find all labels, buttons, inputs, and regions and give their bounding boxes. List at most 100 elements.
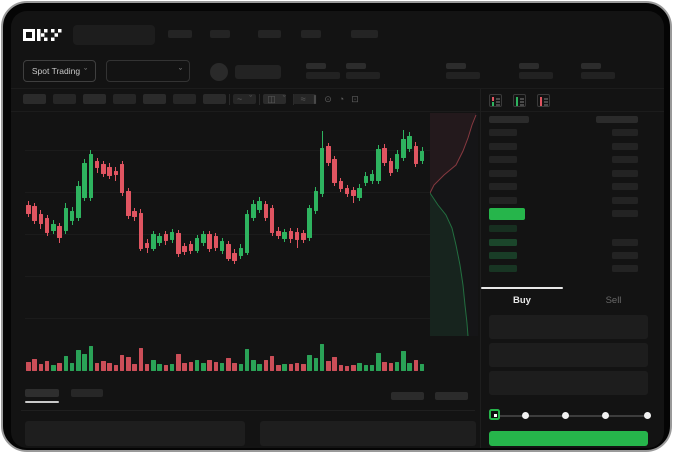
candle[interactable] <box>401 139 406 158</box>
candle[interactable] <box>351 190 356 196</box>
slider-stop-dot[interactable] <box>562 412 569 419</box>
interval-placeholder[interactable] <box>173 94 196 104</box>
interval-placeholder[interactable] <box>143 94 166 104</box>
candle[interactable] <box>363 176 368 183</box>
total-input-placeholder[interactable] <box>489 371 648 395</box>
candle[interactable] <box>282 232 287 239</box>
candle[interactable] <box>332 159 337 183</box>
book-combined-icon[interactable] <box>489 94 502 107</box>
candle[interactable] <box>38 214 43 224</box>
slider-stop-dot[interactable] <box>643 412 651 419</box>
candle[interactable] <box>119 164 125 193</box>
candle[interactable] <box>76 186 81 218</box>
candle[interactable] <box>88 154 93 198</box>
candle[interactable] <box>176 233 181 254</box>
nav-item-placeholder[interactable] <box>168 30 192 38</box>
candle[interactable] <box>63 208 68 231</box>
bottom-tab-placeholder[interactable] <box>71 389 103 397</box>
candle[interactable] <box>138 213 143 249</box>
candle[interactable] <box>313 191 318 211</box>
candle[interactable] <box>251 204 256 218</box>
bid-price-placeholder[interactable] <box>489 239 517 246</box>
book-asks-only-icon[interactable] <box>537 94 550 107</box>
candle[interactable] <box>263 204 268 218</box>
candle[interactable] <box>394 154 400 169</box>
price-input-placeholder[interactable] <box>489 315 648 339</box>
candle[interactable] <box>382 148 387 163</box>
interval-placeholder[interactable] <box>113 94 136 104</box>
candle[interactable] <box>132 211 137 217</box>
search-placeholder[interactable] <box>73 25 155 45</box>
candle[interactable] <box>419 151 425 161</box>
bid-price-placeholder[interactable] <box>489 252 517 259</box>
amount-slider-track[interactable] <box>493 415 651 417</box>
indicators-icon[interactable]: ∥ <box>312 93 318 104</box>
indicator-wave-icon[interactable]: ~ <box>237 94 243 104</box>
candle[interactable] <box>182 246 187 252</box>
candle[interactable] <box>257 201 262 210</box>
interval-placeholder[interactable] <box>263 94 286 104</box>
tab-sell[interactable]: Sell <box>605 294 622 306</box>
interval-placeholder[interactable] <box>293 94 316 104</box>
candle[interactable] <box>294 232 300 240</box>
bottom-right-placeholder[interactable] <box>391 392 424 400</box>
bottom-right-placeholder[interactable] <box>435 392 468 400</box>
ask-price-placeholder[interactable] <box>489 142 517 150</box>
candle[interactable] <box>151 234 156 249</box>
candle[interactable] <box>201 234 206 243</box>
chevron-down-icon[interactable]: ˇ <box>249 94 253 104</box>
interval-placeholder[interactable] <box>23 94 46 104</box>
candle[interactable] <box>188 244 193 251</box>
candle[interactable] <box>301 233 306 240</box>
candle[interactable] <box>163 234 168 241</box>
amount-input-placeholder[interactable] <box>489 343 648 367</box>
ask-price-placeholder[interactable] <box>489 129 517 136</box>
camera-icon[interactable]: ⊙ <box>324 93 332 104</box>
fullscreen-icon[interactable]: ⊡ <box>351 93 359 104</box>
interval-placeholder[interactable] <box>53 94 76 104</box>
nav-item-placeholder[interactable] <box>210 30 230 38</box>
tab-buy[interactable]: Buy <box>513 294 531 306</box>
history-clock-icon[interactable]: ◔ <box>338 94 345 104</box>
candle[interactable] <box>376 149 381 181</box>
candlestick-chart[interactable] <box>25 113 430 338</box>
candle[interactable] <box>207 234 212 249</box>
candle[interactable] <box>369 174 375 181</box>
amount-slider-handle[interactable] <box>489 409 500 420</box>
ask-price-placeholder[interactable] <box>489 156 517 163</box>
candle[interactable] <box>26 205 31 214</box>
ask-price-placeholder[interactable] <box>489 196 517 204</box>
interval-placeholder[interactable] <box>203 94 226 104</box>
nav-item-placeholder[interactable] <box>301 30 321 38</box>
slider-stop-dot[interactable] <box>521 412 529 419</box>
candle[interactable] <box>357 188 362 198</box>
candle[interactable] <box>288 231 293 239</box>
candle[interactable] <box>101 164 106 174</box>
candle[interactable] <box>407 136 412 149</box>
candle[interactable] <box>194 238 200 251</box>
candle[interactable] <box>338 181 343 189</box>
bid-price-placeholder[interactable] <box>489 265 517 272</box>
candle[interactable] <box>307 208 312 238</box>
candle[interactable] <box>232 253 237 261</box>
candle[interactable] <box>238 248 243 256</box>
nav-item-placeholder[interactable] <box>258 30 281 38</box>
candle[interactable] <box>269 208 275 233</box>
market-type-dropdown[interactable]: Spot Trading ˇ <box>23 60 96 82</box>
buy-submit-button[interactable] <box>489 431 648 446</box>
candle[interactable] <box>413 146 418 164</box>
chart-style-icon[interactable]: ◫ <box>267 93 276 104</box>
interval-placeholder[interactable] <box>233 94 256 104</box>
orderbook-last-price[interactable] <box>489 208 525 220</box>
candle[interactable] <box>157 236 162 243</box>
pair-dropdown[interactable]: ˇ <box>106 60 190 82</box>
candle[interactable] <box>82 163 87 198</box>
book-bids-only-icon[interactable] <box>513 94 526 107</box>
candle[interactable] <box>94 161 100 168</box>
candle[interactable] <box>69 211 75 221</box>
candle[interactable] <box>107 167 112 176</box>
interval-placeholder[interactable] <box>83 94 106 104</box>
candle[interactable] <box>319 148 325 194</box>
bottom-tab-active-placeholder[interactable] <box>25 389 59 397</box>
candle[interactable] <box>344 188 350 194</box>
